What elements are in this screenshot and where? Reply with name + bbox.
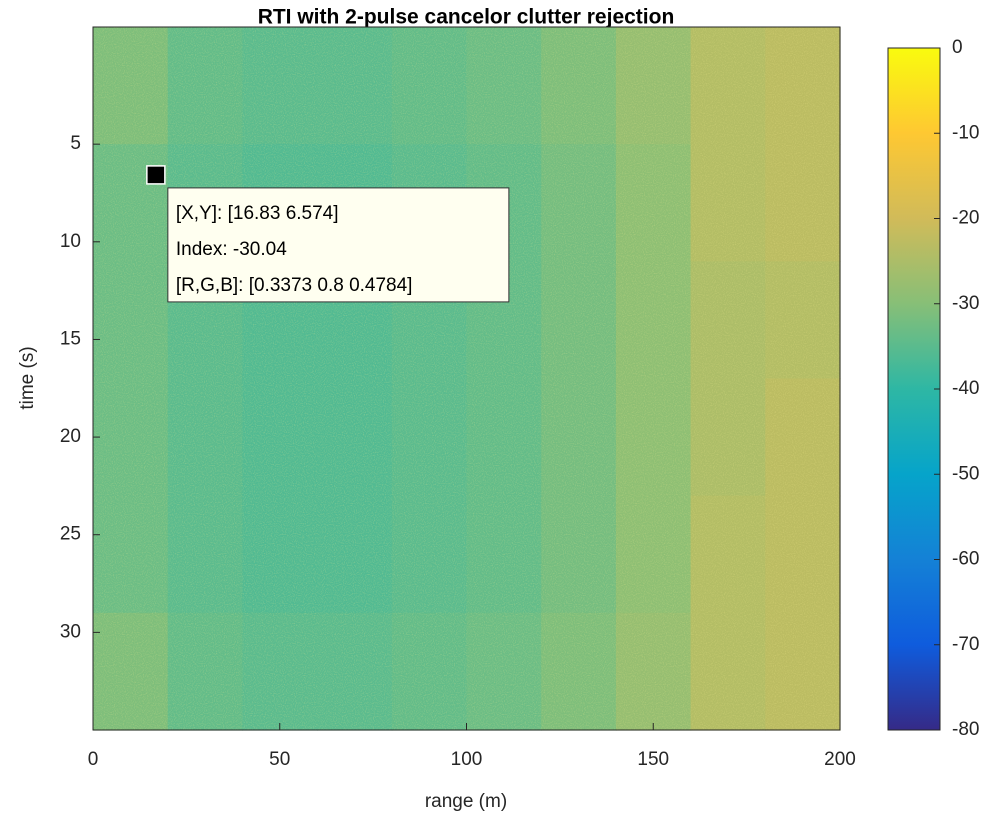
datatip-line: [X,Y]: [16.83 6.574] — [176, 203, 339, 224]
y-tick-label: 10 — [60, 231, 81, 252]
colorbar-tick-label: -60 — [952, 549, 979, 570]
x-tick-label: 100 — [451, 749, 483, 770]
y-tick-label: 15 — [60, 328, 81, 349]
colorbar-tick-label: -80 — [952, 719, 979, 740]
datatip-box — [167, 187, 510, 303]
x-tick-label: 0 — [88, 749, 99, 770]
y-tick-label: 25 — [60, 524, 81, 545]
datatip-line: [R,G,B]: [0.3373 0.8 0.4784] — [176, 275, 413, 296]
datatip-line: Index: -30.04 — [176, 239, 287, 260]
x-tick-label: 200 — [824, 749, 856, 770]
colorbar-tick-label: -30 — [952, 293, 979, 314]
y-tick-label: 20 — [60, 426, 81, 447]
colorbar-tick-label: -20 — [952, 208, 979, 229]
x-axis-label: range (m) — [425, 791, 507, 812]
datatip-marker — [146, 165, 166, 185]
colorbar-tick-label: 0 — [952, 37, 963, 58]
colorbar-tick-label: -10 — [952, 122, 979, 143]
chart-title: RTI with 2-pulse cancelor clutter reject… — [258, 6, 675, 29]
colorbar-tick-label: -40 — [952, 378, 979, 399]
colorbar-tick-label: -50 — [952, 463, 979, 484]
x-tick-label: 50 — [269, 749, 290, 770]
colorbar — [887, 47, 941, 731]
colorbar-tick-label: -70 — [952, 634, 979, 655]
x-tick-label: 150 — [637, 749, 669, 770]
y-axis-label: time (s) — [17, 346, 38, 409]
y-tick-label: 5 — [70, 133, 81, 154]
texture — [93, 27, 840, 730]
y-tick-label: 30 — [60, 621, 81, 642]
